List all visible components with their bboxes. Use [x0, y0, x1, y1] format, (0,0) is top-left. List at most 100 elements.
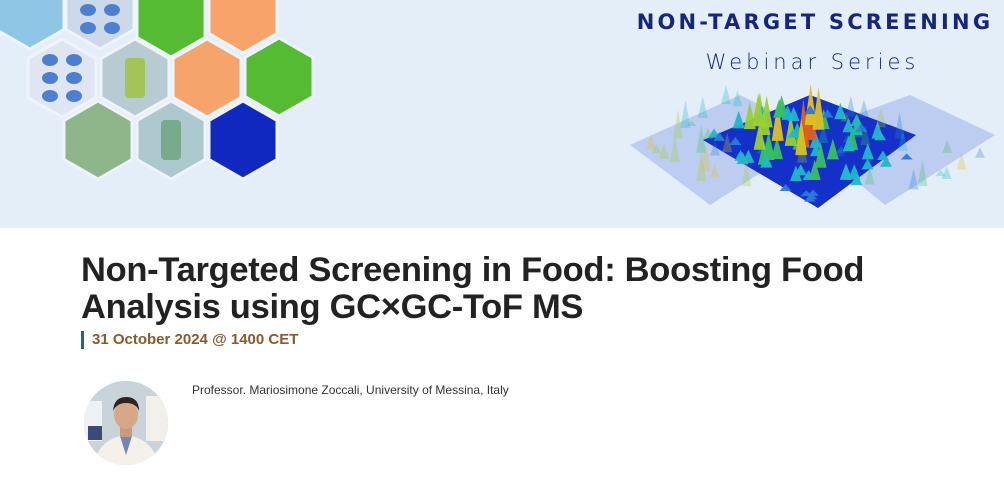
speaker-info: Professor. Mariosimone Zoccali, Universi… — [192, 383, 509, 397]
projection-peak — [720, 84, 731, 105]
pill-shape — [66, 90, 82, 102]
projection-peak — [897, 129, 908, 151]
projection-peak — [845, 95, 856, 117]
projection-peak — [858, 99, 869, 118]
surface-peak — [762, 131, 775, 158]
pill-shape — [42, 54, 58, 66]
pill-shape — [66, 54, 82, 66]
event-date: 31 October 2024 @ 1400 CET — [81, 331, 298, 349]
surface-peak — [804, 83, 817, 125]
series-title: NON-TARGET SCREENING — [636, 10, 994, 34]
event-title: Non-Targeted Screening in Food: Boosting… — [81, 251, 865, 326]
projection-peak — [673, 109, 684, 139]
surface-peak — [732, 110, 745, 129]
surface-peak — [787, 106, 800, 122]
surface-peak — [900, 153, 913, 160]
speaker-avatar — [84, 381, 168, 465]
surface-peak — [742, 149, 755, 163]
projection-peak — [709, 164, 720, 178]
projection-peak — [696, 124, 707, 153]
projection-peak — [908, 168, 919, 190]
surface-peak — [821, 109, 834, 118]
surface-peak — [826, 138, 839, 160]
projection-peak — [834, 148, 845, 157]
surface-peak — [743, 101, 756, 130]
projection-peak — [852, 113, 863, 138]
hexagon-tile-orange-dish — [171, 37, 243, 119]
hexagon-tile-plants — [62, 99, 134, 181]
surface-peak — [784, 113, 797, 146]
surface-peak — [779, 183, 792, 192]
surface-peak — [874, 130, 887, 141]
surface-peak — [855, 123, 868, 132]
surface-peak — [861, 158, 874, 170]
projection-peak — [700, 143, 711, 172]
surface-peak — [842, 118, 855, 133]
pill-shape — [104, 22, 120, 34]
surface-peak — [805, 193, 818, 200]
surface-peak — [789, 165, 802, 182]
projection-peak — [741, 159, 752, 187]
bottle-shape — [125, 58, 145, 98]
surface-peak — [773, 99, 786, 118]
projection-peak — [659, 142, 670, 159]
surface-peak — [787, 128, 800, 138]
projection-peak — [917, 159, 928, 186]
pill-shape — [104, 4, 120, 16]
surface-peak — [804, 105, 817, 115]
projection-peak — [697, 96, 708, 119]
projection-peak — [696, 150, 707, 181]
hexagon-tile-pills — [26, 37, 98, 119]
hexagon-collage-image — [0, 0, 315, 181]
projection-peak — [935, 169, 946, 177]
speaker-photo — [84, 381, 168, 465]
projection-peak — [680, 99, 691, 129]
projection-peak — [975, 147, 986, 158]
projection-peak — [651, 143, 662, 154]
pill-shape — [80, 22, 96, 34]
hexagon-tile-pills — [64, 0, 136, 51]
surface-peak — [729, 137, 742, 146]
pill-shape — [42, 72, 58, 84]
projection-peak — [756, 147, 767, 154]
projection-peak — [669, 135, 680, 163]
surface-peak — [713, 132, 726, 141]
projection-peak — [842, 134, 853, 143]
header-banner: NON-TARGET SCREENING Webinar Series — [0, 0, 1004, 228]
surface-peak — [842, 135, 855, 152]
surface-peak — [850, 173, 863, 186]
projection-peak — [797, 135, 808, 163]
surface-peak — [752, 93, 765, 126]
projection-peak — [860, 125, 871, 146]
projection-peak — [702, 127, 713, 140]
surface-peak — [814, 141, 827, 168]
projection-peak — [722, 132, 733, 153]
surface-peak — [770, 137, 783, 160]
projection-peak — [864, 167, 875, 185]
projection-peak — [875, 106, 886, 128]
projection-peak — [836, 145, 847, 153]
surface-peak — [834, 102, 847, 120]
hexagon-tile-blue — [207, 99, 279, 181]
gcxgc-surface-plot-image — [630, 83, 995, 208]
projection-peak — [818, 124, 829, 144]
surface-peak — [839, 163, 852, 181]
surface-peak — [861, 142, 874, 160]
surface-peak — [760, 153, 773, 168]
surface-peak — [812, 86, 825, 130]
hexagon-tile-gloves — [0, 0, 66, 51]
surface-peak — [758, 106, 771, 136]
pill-shape — [42, 90, 58, 102]
projection-peak — [840, 112, 851, 122]
projection-peak — [686, 120, 697, 127]
projection-peak — [894, 111, 905, 139]
surface-peak — [808, 159, 821, 180]
surface-peak — [806, 189, 819, 196]
surface-peak — [771, 102, 784, 141]
projection-peak — [732, 90, 743, 107]
projection-peak — [942, 140, 953, 153]
pill-shape — [80, 4, 96, 16]
series-subtitle: Webinar Series — [705, 50, 920, 74]
surface-peak — [753, 121, 766, 150]
pill-shape — [66, 72, 82, 84]
